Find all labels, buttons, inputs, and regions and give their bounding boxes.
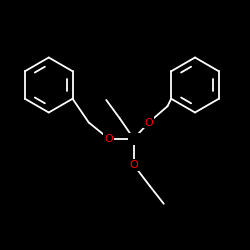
Text: O: O xyxy=(144,118,153,128)
Text: Si: Si xyxy=(128,134,139,144)
Text: O: O xyxy=(104,134,113,144)
Text: O: O xyxy=(130,160,138,170)
